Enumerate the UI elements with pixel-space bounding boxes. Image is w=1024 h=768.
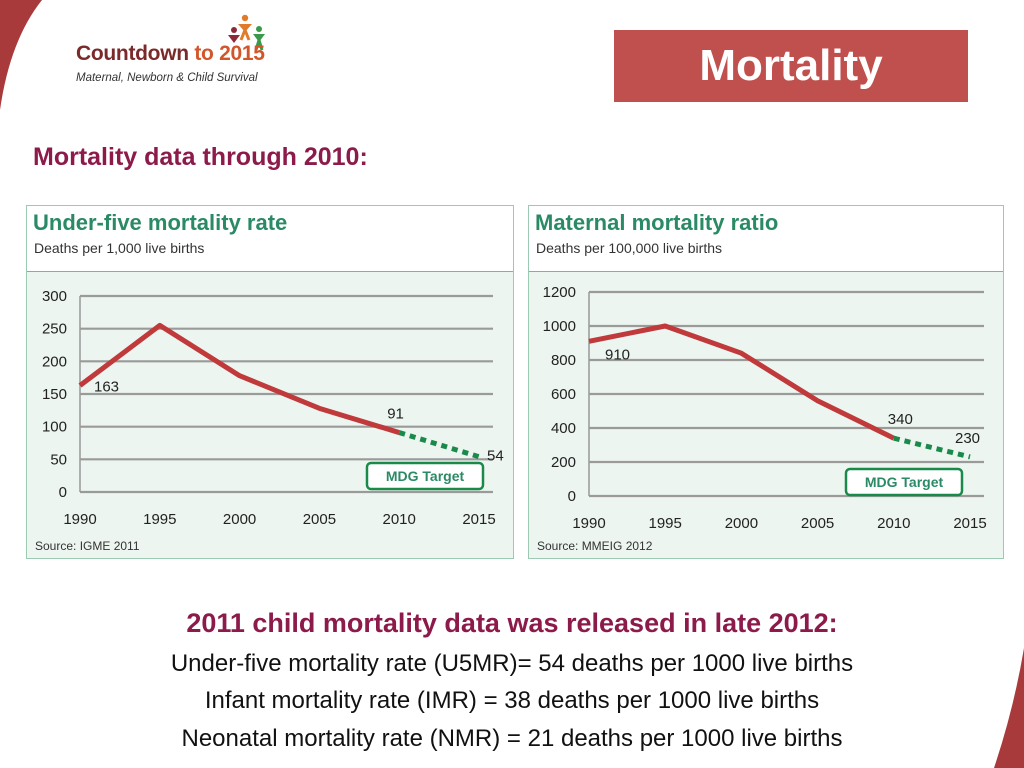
summary-u5mr: Under-five mortality rate (U5MR)= 54 dea… (170, 650, 854, 677)
y-tick-label: 200 (551, 454, 576, 471)
data-label: 230 (955, 430, 980, 447)
target-projection-line (893, 435, 971, 460)
summary-nmr: Neonatal mortality rate (NMR) = 21 death… (181, 725, 843, 752)
x-tick-label: 1990 (572, 515, 605, 532)
countdown-logo: Countdown to 2015 Maternal, Newborn & Ch… (76, 12, 316, 92)
x-tick-label: 2000 (223, 511, 256, 528)
y-tick-label: 250 (42, 321, 67, 338)
x-tick-label: 1995 (143, 511, 176, 528)
summary-heading: 2011 child mortality data was released i… (186, 608, 838, 638)
decorative-corner-right (994, 648, 1024, 768)
x-tick-label: 2015 (462, 511, 495, 528)
section-subtitle: Mortality data through 2010: (33, 143, 368, 171)
under-five-chart-panel: Under-five mortality rate Deaths per 1,0… (26, 205, 514, 559)
x-tick-label: 2005 (801, 515, 834, 532)
y-tick-label: 50 (50, 451, 67, 468)
chart-unit: Deaths per 100,000 live births (536, 240, 722, 256)
summary-imr: Infant mortality rate (IMR) = 38 deaths … (204, 687, 820, 714)
mdg-target-label: MDG Target (386, 468, 465, 484)
logo-wordmark: Countdown to 2015 (76, 42, 265, 65)
mdg-target-box (844, 467, 964, 497)
data-label: 340 (888, 411, 913, 428)
y-tick-label: 0 (568, 488, 576, 505)
data-label: 163 (94, 379, 119, 396)
data-label: 91 (387, 406, 404, 423)
y-tick-label: 800 (551, 352, 576, 369)
decorative-corner-left (0, 0, 42, 110)
y-tick-label: 100 (42, 419, 67, 436)
target-projection-line (398, 430, 480, 460)
people-figures-icon (228, 14, 265, 51)
y-tick-label: 300 (42, 288, 67, 305)
chart-header: Maternal mortality ratio Deaths per 100,… (529, 206, 1003, 272)
under-five-line-chart: 300 250 200 150 100 50 0 1990 1995 2000 2005 2010 20… (42, 288, 504, 528)
chart-source: Source: MMEIG 2012 (537, 539, 653, 553)
y-tick-label: 400 (551, 420, 576, 437)
logo-tagline: Maternal, Newborn & Child Survival (76, 72, 258, 84)
x-tick-label: 2010 (383, 511, 416, 528)
maternal-chart-panel: Maternal mortality ratio Deaths per 100,… (528, 205, 1004, 559)
y-tick-label: 200 (42, 353, 67, 370)
x-tick-label: 2010 (877, 515, 910, 532)
x-tick-label: 2015 (953, 515, 986, 532)
chart-header: Under-five mortality rate Deaths per 1,0… (27, 206, 513, 272)
chart-title: Maternal mortality ratio (535, 210, 779, 235)
chart-title: Under-five mortality rate (33, 210, 288, 235)
data-label: 910 (605, 346, 630, 363)
x-tick-label: 1990 (63, 511, 96, 528)
mortality-trend-line (78, 322, 400, 435)
y-tick-label: 0 (59, 484, 67, 501)
data-label: 54 (487, 448, 504, 465)
chart-unit: Deaths per 1,000 live births (34, 240, 205, 256)
x-tick-label: 2005 (303, 511, 336, 528)
x-tick-label: 2000 (725, 515, 758, 532)
slide-title: Mortality (614, 30, 968, 102)
chart-source: Source: IGME 2011 (35, 539, 140, 553)
y-tick-label: 150 (42, 386, 67, 403)
y-tick-label: 1200 (543, 284, 576, 301)
mortality-trend-line (588, 323, 895, 441)
mdg-target-label: MDG Target (865, 474, 944, 490)
mdg-target-box (365, 461, 485, 491)
y-tick-label: 600 (551, 386, 576, 403)
y-tick-label: 1000 (543, 318, 576, 335)
x-tick-label: 1995 (649, 515, 682, 532)
